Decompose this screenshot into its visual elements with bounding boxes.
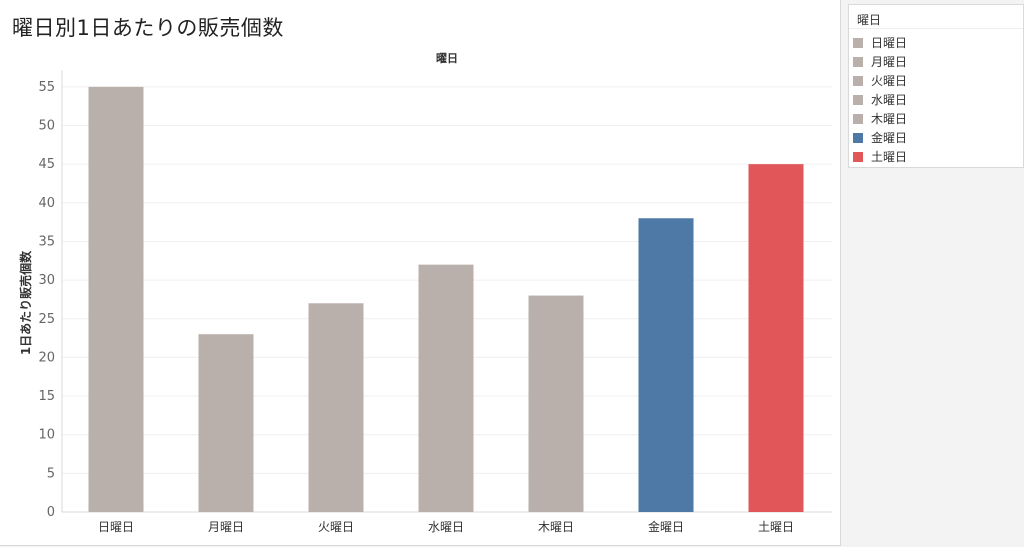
y-tick-label: 0: [47, 505, 55, 520]
legend-label: 木曜日: [871, 112, 908, 126]
legend-title: 曜日: [849, 5, 1023, 29]
y-tick-label: 45: [38, 157, 55, 172]
legend-swatch: [853, 75, 863, 86]
bar: [308, 303, 364, 512]
y-tick-label: 55: [38, 80, 55, 95]
y-tick-label: 30: [38, 273, 55, 288]
bar: [638, 218, 694, 512]
legend-item[interactable]: 金曜日: [849, 128, 1023, 147]
y-axis-title: 1日あたり販売個数: [18, 250, 33, 355]
legend-item[interactable]: 木曜日: [849, 109, 1023, 128]
y-tick-label: 20: [38, 350, 55, 365]
legend-label: 水曜日: [871, 93, 908, 107]
legend-item[interactable]: 日曜日: [849, 33, 1023, 52]
bar: [418, 264, 474, 512]
legend-label: 月曜日: [871, 55, 908, 69]
y-tick-label: 25: [38, 312, 55, 327]
y-tick-label: 40: [38, 196, 55, 211]
y-tick-label: 50: [38, 119, 55, 134]
y-tick-label: 5: [47, 466, 55, 481]
legend-label: 火曜日: [871, 74, 908, 88]
legend-swatch: [853, 94, 863, 105]
x-tick-label: 月曜日: [208, 520, 244, 534]
legend-label: 土曜日: [871, 150, 908, 164]
y-tick-label: 15: [38, 389, 55, 404]
legend-swatch: [853, 37, 863, 48]
legend-item[interactable]: 火曜日: [849, 71, 1023, 90]
bar: [88, 86, 144, 512]
color-legend[interactable]: 曜日 日曜日月曜日火曜日水曜日木曜日金曜日土曜日: [848, 4, 1024, 168]
worksheet: 曜日別1日あたりの販売個数 曜日 0 5 10 15 20 25 30 35 40 45 50 55 1日…: [0, 0, 841, 546]
bar: [528, 295, 584, 512]
legend-item[interactable]: 土曜日: [849, 147, 1023, 166]
bar: [748, 164, 804, 512]
column-header: 曜日: [436, 52, 458, 65]
x-tick-label: 日曜日: [98, 520, 134, 534]
legend-swatch: [853, 151, 863, 162]
chart-title: 曜日別1日あたりの販売個数: [12, 16, 284, 40]
legend-list: 日曜日月曜日火曜日水曜日木曜日金曜日土曜日: [849, 29, 1023, 166]
legend-item[interactable]: 水曜日: [849, 90, 1023, 109]
x-tick-label: 金曜日: [648, 519, 684, 534]
x-tick-label: 木曜日: [538, 520, 574, 534]
x-tick-label: 水曜日: [428, 520, 464, 534]
x-tick-label: 土曜日: [758, 520, 794, 534]
y-tick-label: 10: [38, 428, 55, 443]
y-tick-label: 35: [38, 234, 55, 249]
legend-label: 金曜日: [871, 131, 908, 145]
legend-swatch: [853, 113, 863, 124]
legend-swatch: [853, 56, 863, 67]
legend-item[interactable]: 月曜日: [849, 52, 1023, 71]
legend-swatch: [853, 132, 863, 143]
x-tick-label: 火曜日: [318, 520, 354, 534]
legend-label: 日曜日: [871, 36, 908, 50]
bar: [198, 334, 254, 512]
